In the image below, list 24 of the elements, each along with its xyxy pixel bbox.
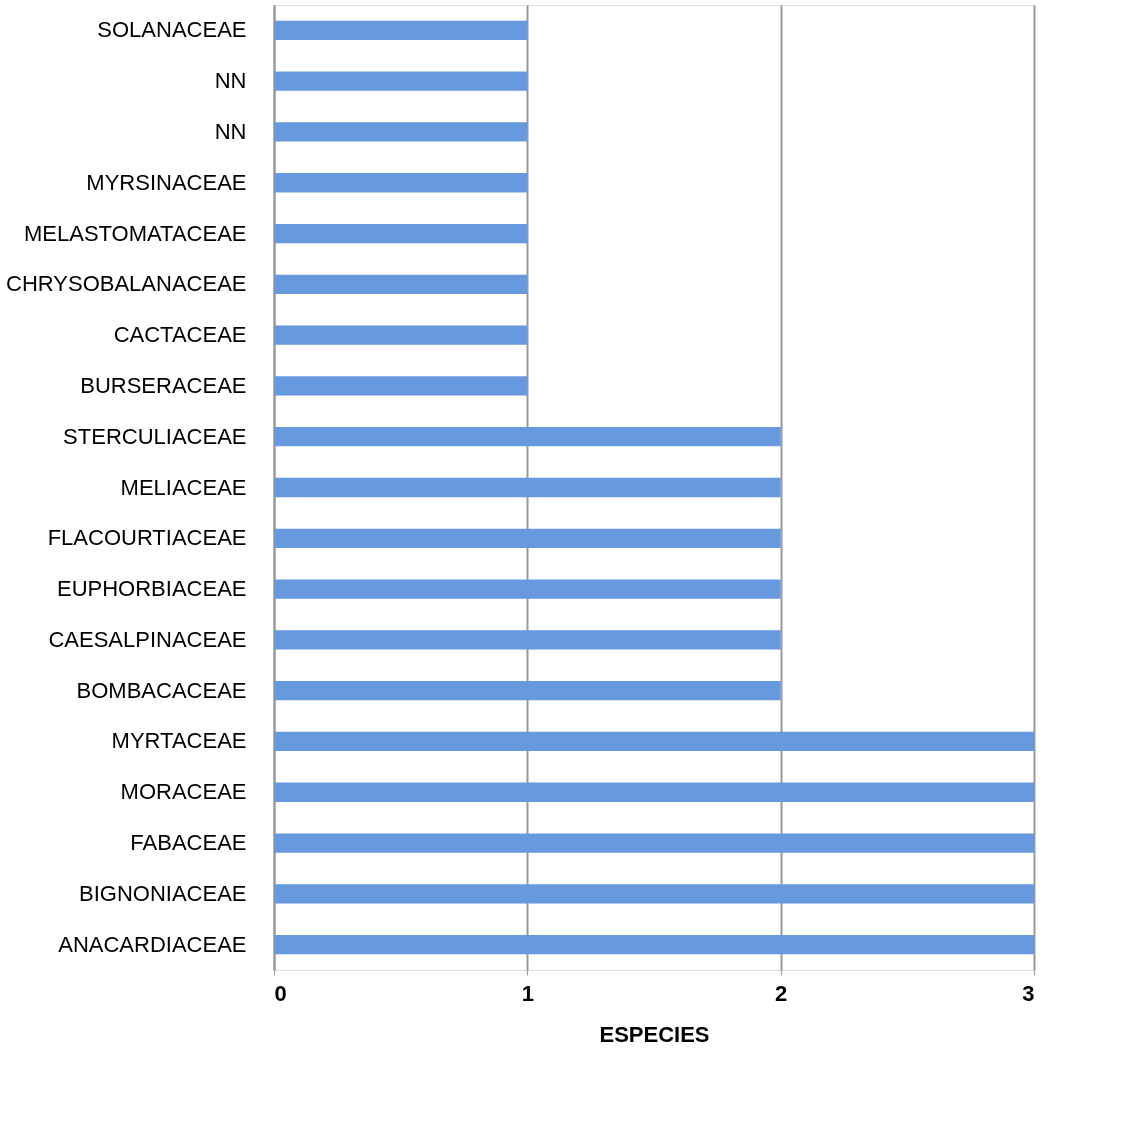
y-tick-label: MYRTACEAE [111, 728, 247, 754]
x-tick-label: 2 [775, 980, 788, 1006]
y-tick-label: BIGNONIACEAE [79, 880, 247, 906]
y-tick-label: SOLANACEAE [97, 17, 247, 43]
x-tick-label: 0 [274, 980, 287, 1006]
y-tick-label: STERCULIACEAE [63, 423, 247, 449]
y-tick-label: NN [214, 68, 247, 94]
y-tick-label: NN [214, 118, 247, 144]
x-tick-label: 1 [521, 980, 534, 1006]
y-tick-label: ANACARDIACEAE [58, 931, 247, 957]
y-tick-label: BURSERACEAE [80, 372, 247, 398]
y-tick-label: FLACOURTIACEAE [47, 525, 247, 551]
y-tick-label: CHRYSOBALANACEAE [6, 271, 247, 297]
y-tick-label: MELASTOMATACEAE [24, 220, 247, 246]
x-tick-label: 3 [1022, 980, 1035, 1006]
y-tick-label: EUPHORBIACEAE [57, 576, 247, 602]
y-tick-label: CACTACEAE [113, 322, 247, 348]
x-axis-title: ESPECIES [599, 1021, 710, 1047]
y-tick-label: CAESALPINACEAE [48, 626, 247, 652]
y-tick-label: MYRSINACEAE [86, 169, 247, 195]
y-tick-label: MORACEAE [120, 779, 247, 805]
y-tick-label: FABACEAE [130, 830, 247, 856]
y-tick-label: MELIACEAE [120, 474, 247, 500]
y-tick-label: BOMBACACEAE [76, 677, 247, 703]
